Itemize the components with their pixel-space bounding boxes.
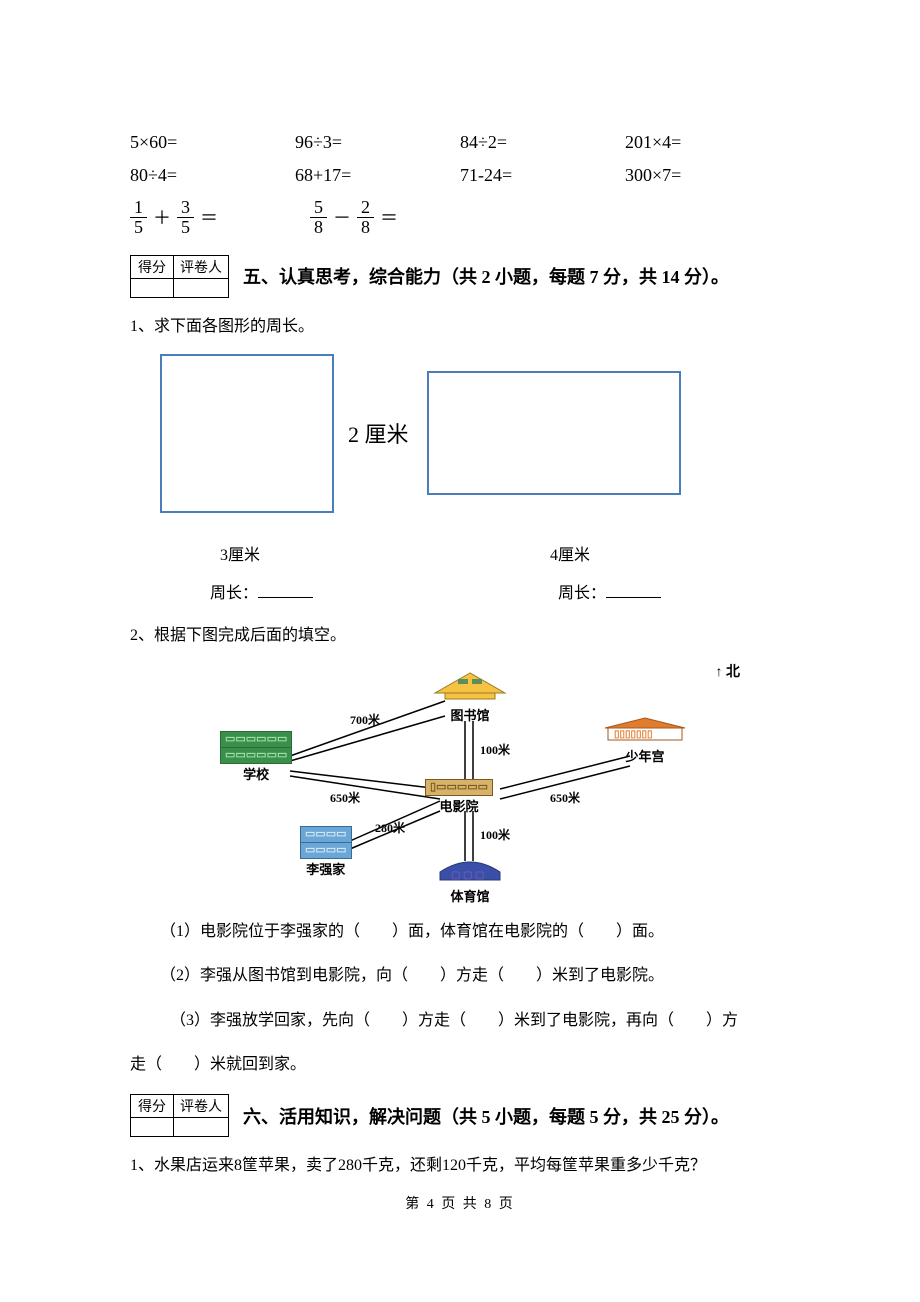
page-footer: 第 4 页 共 8 页 xyxy=(130,1193,790,1213)
score-box: 得分评卷人 xyxy=(130,255,229,298)
perimeter-row: 周长： 周长： xyxy=(130,579,790,603)
question-5-1: 1、求下面各图形的周长。 xyxy=(130,312,790,336)
node-cinema: ▯▭▭▭▭▭ 电影院 xyxy=(425,779,493,815)
section-5-header: 得分评卷人 五、认真思考，综合能力（共 2 小题，每题 7 分，共 14 分）。 xyxy=(130,255,790,298)
node-gym: ▢ ▢ ▢ 体育馆 xyxy=(435,856,505,905)
perimeter-1: 周长： xyxy=(210,579,313,603)
node-liqiang: ▭▭▭▭ ▭▭▭▭ 李强家 xyxy=(300,826,352,878)
question-6-1: 1、水果店运来8筐苹果，卖了280千克，还剩120千克，平均每筐苹果重多少千克？ xyxy=(130,1151,790,1175)
arith-cell: 71-24= xyxy=(460,165,625,186)
section-5-title: 五、认真思考，综合能力（共 2 小题，每题 7 分，共 14 分）。 xyxy=(243,263,790,289)
dim-3cm: 3厘米 xyxy=(220,541,260,565)
arith-row-fractions: 15 ＋ 35 ＝ 58 － 28 ＝ xyxy=(130,198,790,237)
shapes-row: 2 厘米 xyxy=(130,354,790,513)
rectangle-shape xyxy=(427,371,681,495)
node-school: ▭▭▭▭▭▭ ▭▭▭▭▭▭ 学校 xyxy=(220,731,292,783)
node-library: 图书馆 xyxy=(430,671,510,724)
dist-100b: 100米 xyxy=(480,826,510,843)
fraction-expr-2: 58 － 28 ＝ xyxy=(310,198,490,237)
perimeter-2: 周长： xyxy=(558,579,661,603)
arith-cell: 96÷3= xyxy=(295,132,460,153)
question-5-2: 2、根据下图完成后面的填空。 xyxy=(130,621,790,645)
score-header: 得分 xyxy=(131,255,174,278)
sub-question-3a: （3）李强放学回家，先向（ ）方走（ ）米到了电影院，再向（ ）方 xyxy=(130,1006,790,1036)
score-header: 得分 xyxy=(131,1095,174,1118)
dist-700: 700米 xyxy=(350,711,380,728)
map-diagram: ↑ 北 ▭▭▭▭▭▭ ▭▭▭▭▭▭ 学校 图书馆 xyxy=(200,661,720,901)
sub-question-3b: 走（ ）米就回到家。 xyxy=(130,1050,790,1080)
sub-question-1: （1）电影院位于李强家的（ ）面，体育馆在电影院的（ ）面。 xyxy=(130,917,790,947)
arith-cell: 201×4= xyxy=(625,132,790,153)
dim-4cm: 4厘米 xyxy=(550,541,590,565)
blank xyxy=(606,583,661,598)
score-box: 得分评卷人 xyxy=(130,1094,229,1137)
north-icon: ↑ 北 xyxy=(716,661,741,681)
arith-row-2: 80÷4= 68+17= 71-24= 300×7= xyxy=(130,165,790,186)
arith-cell: 300×7= xyxy=(625,165,790,186)
arith-cell: 80÷4= xyxy=(130,165,295,186)
school-icon: ▭▭▭▭▭▭ xyxy=(220,731,292,748)
cinema-icon: ▯▭▭▭▭▭ xyxy=(425,779,493,796)
sub-question-2: （2）李强从图书馆到电影院，向（ ）方走（ ）米到了电影院。 xyxy=(130,961,790,991)
arith-cell: 68+17= xyxy=(295,165,460,186)
arith-cell: 5×60= xyxy=(130,132,295,153)
dist-100a: 100米 xyxy=(480,741,510,758)
blank xyxy=(258,583,313,598)
square-shape xyxy=(160,354,334,513)
dist-280: 280米 xyxy=(375,819,405,836)
liqiang-home-icon: ▭▭▭▭ xyxy=(300,826,352,843)
fraction-expr-1: 15 ＋ 35 ＝ xyxy=(130,198,310,237)
dist-650a: 650米 xyxy=(330,789,360,806)
label-2cm: 2 厘米 xyxy=(348,417,409,449)
grader-header: 评卷人 xyxy=(174,255,229,278)
grader-header: 评卷人 xyxy=(174,1095,229,1118)
node-palace: ▯▯▯▯▯▯▯ 少年宫 xyxy=(600,716,690,765)
library-icon xyxy=(430,671,510,701)
arith-row-1: 5×60= 96÷3= 84÷2= 201×4= xyxy=(130,132,790,153)
section-6-header: 得分评卷人 六、活用知识，解决问题（共 5 小题，每题 5 分，共 25 分）。 xyxy=(130,1094,790,1137)
section-6-title: 六、活用知识，解决问题（共 5 小题，每题 5 分，共 25 分）。 xyxy=(243,1103,790,1129)
dist-650b: 650米 xyxy=(550,789,580,806)
arith-cell: 84÷2= xyxy=(460,132,625,153)
dimensions-row: 3厘米 4厘米 xyxy=(130,541,790,565)
